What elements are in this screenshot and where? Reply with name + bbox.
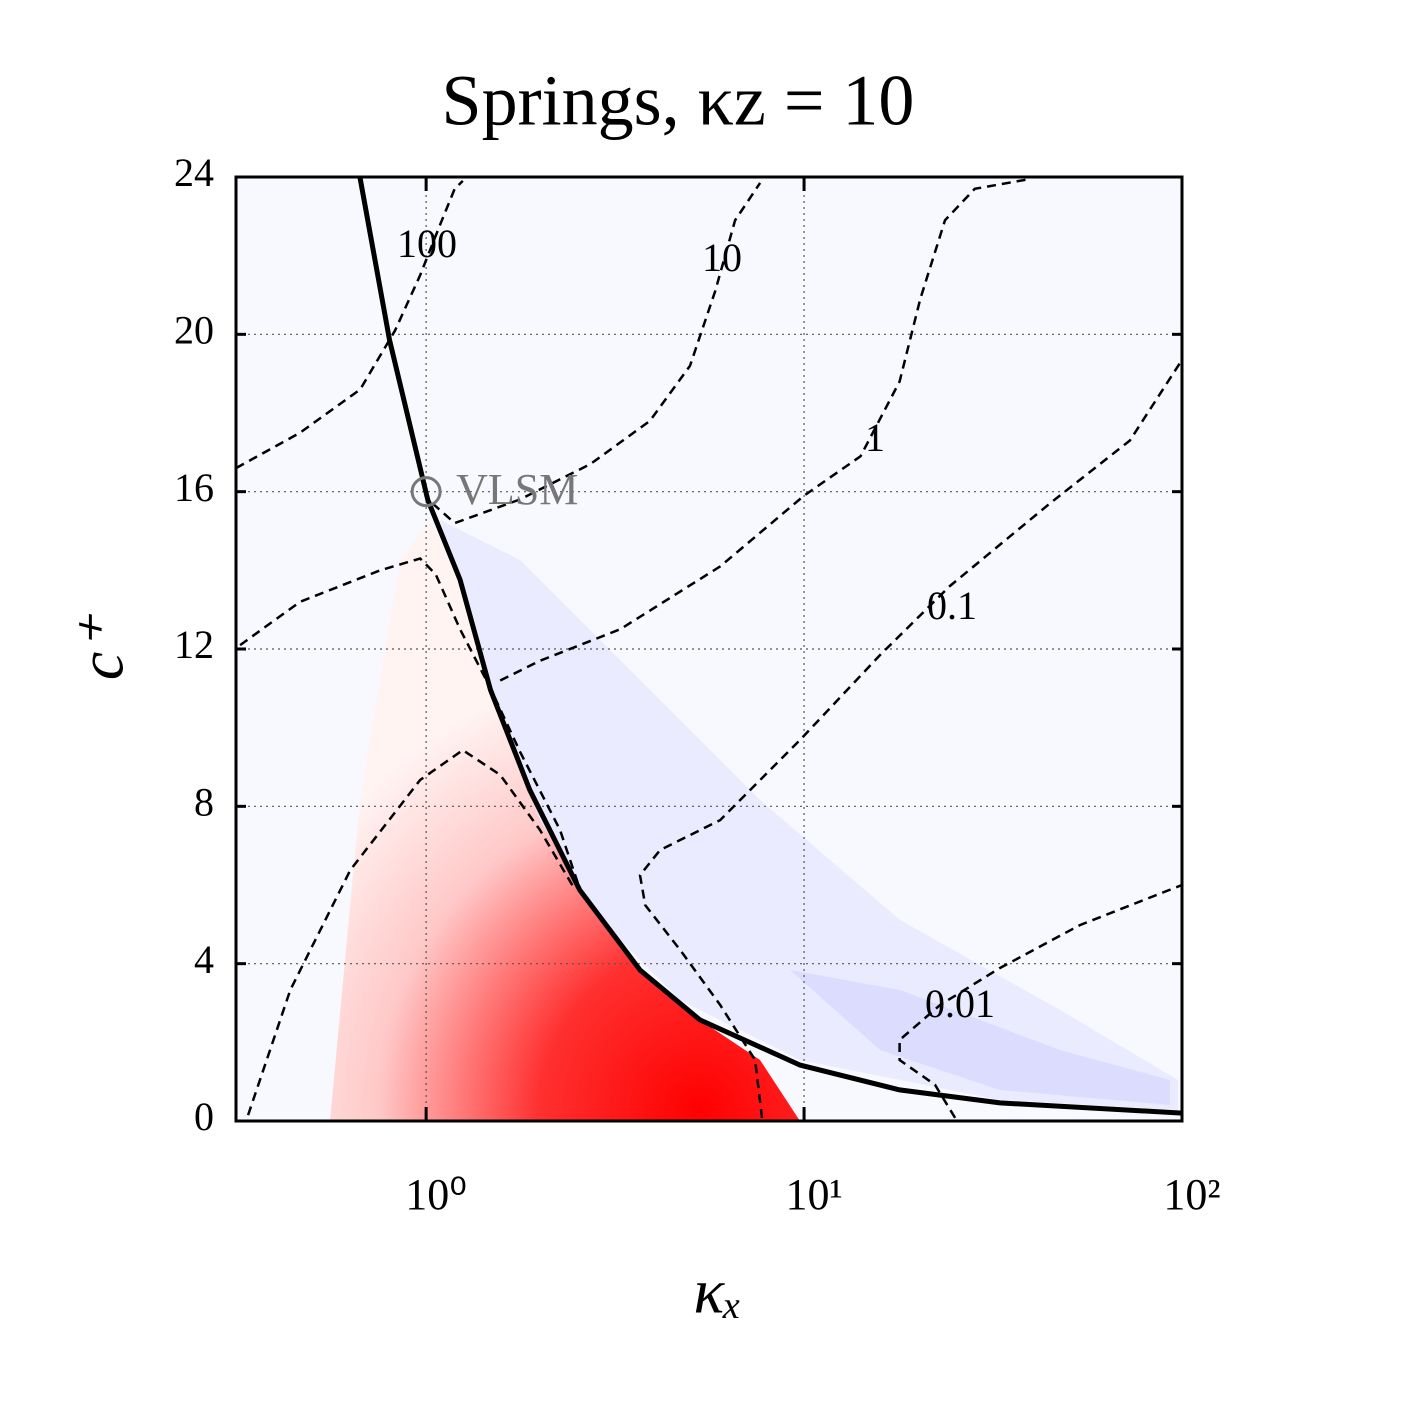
negative-core [790,970,1170,1105]
y-tick-label: 4 [194,937,214,982]
x-tick-label: 10² [1163,1170,1220,1219]
contour-line [431,182,762,525]
y-tick-label: 12 [174,622,214,667]
curve [357,176,1183,1116]
y-tick-label: 20 [174,308,214,353]
positive-region [330,520,800,1121]
marker [410,476,442,508]
marker-label: VLSM [456,465,578,514]
y-tick-label: 0 [194,1094,214,1139]
contour-label: 10 [702,235,742,280]
y-tick-label: 16 [174,465,214,510]
contour-line [239,177,1031,890]
x-tick-label: 10¹ [785,1170,842,1219]
contour-label: 0.01 [925,981,995,1026]
contour-label: 0.1 [927,583,977,628]
plot-layer: 0 4 8 12 16 20 24 10⁰ 10¹ 10² 100 10 1 0.1 0.01 VLSM [174,150,1221,1219]
contour-label: 1 [865,415,885,460]
contour-line [898,883,1183,1119]
negative-region [440,520,1178,1110]
chart-title: Springs, κz = 10 [442,61,915,141]
contour-line [235,180,464,470]
x-tick-label: 10⁰ [405,1170,467,1219]
y-tick-label: 24 [174,150,214,195]
y-axis-label: c⁺ [66,614,137,680]
contour-line [246,359,1184,1119]
plot-frame [234,175,1184,1123]
x-axis-label: κₓ [694,1256,743,1327]
contour-label: 100 [397,221,457,266]
y-tick-label: 8 [194,780,214,825]
